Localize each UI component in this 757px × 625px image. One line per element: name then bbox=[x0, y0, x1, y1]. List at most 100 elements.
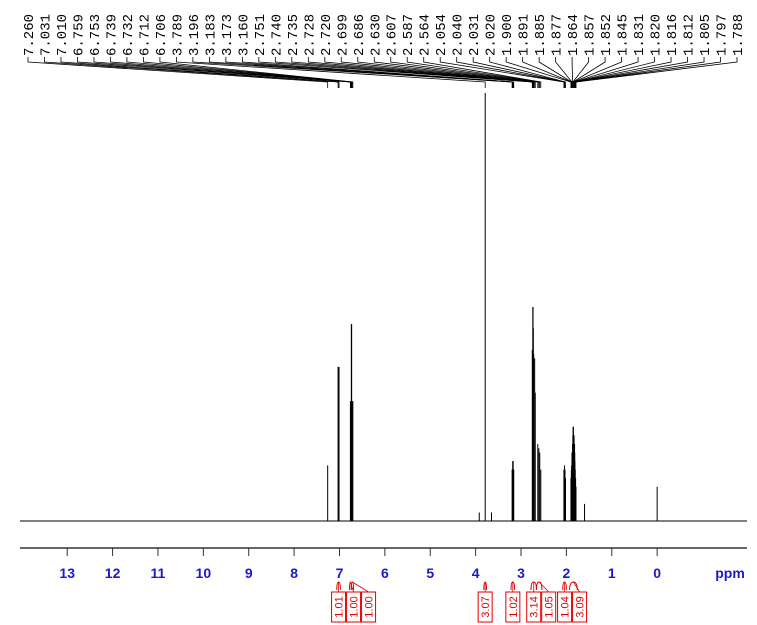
peak-connector bbox=[456, 57, 565, 88]
peak-label: 1.900 bbox=[500, 14, 516, 56]
integral-bracket bbox=[350, 581, 355, 591]
peak-connector bbox=[175, 57, 486, 88]
x-tick-label: 12 bbox=[105, 565, 121, 581]
peak-connector bbox=[126, 57, 353, 88]
peak-connector bbox=[192, 57, 513, 88]
peak-label: 1.845 bbox=[616, 14, 632, 56]
peak-connector bbox=[77, 57, 351, 88]
integral-label: 1.02 bbox=[508, 596, 520, 617]
peak-label: 1.891 bbox=[517, 14, 533, 56]
peak-label: 3.160 bbox=[236, 14, 252, 56]
peak-connector bbox=[573, 57, 639, 88]
peak-connector bbox=[373, 57, 539, 88]
peak-connector bbox=[225, 57, 514, 88]
peak-label: 2.020 bbox=[484, 14, 500, 56]
integral-label: 1.00 bbox=[349, 596, 361, 617]
peak-label: 2.054 bbox=[434, 14, 450, 56]
peak-connector bbox=[555, 57, 573, 88]
peak-label: 2.686 bbox=[352, 14, 368, 56]
peak-connector bbox=[574, 57, 688, 88]
peak-label: 7.260 bbox=[22, 14, 38, 56]
peak-label: 2.564 bbox=[418, 14, 434, 56]
peak-label: 6.712 bbox=[137, 14, 153, 56]
integral-label: 3.09 bbox=[575, 596, 587, 617]
peak-label: 3.173 bbox=[220, 14, 236, 56]
peak-connector bbox=[472, 57, 566, 88]
peak-label: 3.196 bbox=[187, 14, 203, 56]
x-tick-label: 6 bbox=[381, 565, 389, 581]
integral-box bbox=[557, 591, 573, 623]
integral-box bbox=[346, 591, 362, 623]
peak-connector bbox=[439, 57, 565, 88]
peak-connector bbox=[27, 57, 329, 88]
integral-box bbox=[361, 591, 377, 623]
integral-leader bbox=[538, 581, 549, 593]
integral-box bbox=[477, 591, 493, 623]
peak-label: 1.820 bbox=[649, 14, 665, 56]
peak-connector bbox=[258, 57, 533, 88]
peak-label: 6.732 bbox=[121, 14, 137, 56]
peak-label: 2.728 bbox=[302, 14, 318, 56]
peak-label: 2.751 bbox=[253, 14, 269, 56]
integral-bracket bbox=[535, 581, 543, 591]
peak-label: 1.857 bbox=[583, 14, 599, 56]
x-tick-label: 1 bbox=[608, 565, 616, 581]
peak-label: 6.759 bbox=[71, 14, 87, 56]
x-tick-label: 4 bbox=[472, 565, 480, 581]
peak-connector bbox=[575, 57, 721, 88]
integral-label: 3.07 bbox=[480, 596, 492, 617]
peak-label: 2.699 bbox=[335, 14, 351, 56]
peak-connector bbox=[573, 57, 622, 88]
peak-label: 2.740 bbox=[269, 14, 285, 56]
peak-connector bbox=[575, 57, 738, 88]
integral-box bbox=[505, 591, 521, 623]
peak-label: 2.031 bbox=[467, 14, 483, 56]
integral-box bbox=[541, 591, 557, 623]
x-tick-label: 9 bbox=[245, 565, 253, 581]
peak-label: 6.706 bbox=[154, 14, 170, 56]
peak-connector bbox=[489, 57, 566, 88]
integral-leader bbox=[349, 581, 354, 593]
integral-leader bbox=[573, 581, 580, 593]
peak-label: 1.852 bbox=[599, 14, 615, 56]
peak-connector bbox=[574, 57, 705, 88]
peak-label: 3.789 bbox=[170, 14, 186, 56]
x-tick-label: 3 bbox=[517, 565, 525, 581]
peak-connector bbox=[390, 57, 540, 88]
integral-leader bbox=[352, 581, 369, 593]
integral-label: 1.05 bbox=[544, 596, 556, 617]
peak-label: 1.812 bbox=[682, 14, 698, 56]
peak-connector bbox=[208, 57, 514, 88]
peak-connector bbox=[574, 57, 672, 88]
peak-connector bbox=[423, 57, 542, 88]
peak-connector bbox=[572, 57, 606, 88]
integral-label: 1.01 bbox=[334, 596, 346, 617]
peak-connector bbox=[44, 57, 339, 88]
peak-label: 3.183 bbox=[203, 14, 219, 56]
peak-label: 2.587 bbox=[401, 14, 417, 56]
peak-connector bbox=[159, 57, 354, 88]
peak-label: 7.010 bbox=[55, 14, 71, 56]
x-tick-label: 7 bbox=[336, 565, 344, 581]
peak-connector bbox=[505, 57, 572, 88]
integral-box bbox=[526, 591, 542, 623]
x-tick-label: 10 bbox=[196, 565, 212, 581]
peak-label: 7.031 bbox=[38, 14, 54, 56]
integral-label: 1.00 bbox=[364, 596, 376, 617]
integral-box bbox=[331, 591, 347, 623]
x-tick-label: 2 bbox=[562, 565, 570, 581]
peak-label: 1.831 bbox=[632, 14, 648, 56]
peak-connector bbox=[60, 57, 340, 88]
peak-label: 1.816 bbox=[665, 14, 681, 56]
x-tick-label: 5 bbox=[426, 565, 434, 581]
x-axis-label: ppm bbox=[715, 565, 745, 581]
peak-label: 2.040 bbox=[451, 14, 467, 56]
x-tick-label: 8 bbox=[290, 565, 298, 581]
peak-label: 2.735 bbox=[286, 14, 302, 56]
peak-label: 1.797 bbox=[715, 14, 731, 56]
peak-label: 1.885 bbox=[533, 14, 549, 56]
peak-label: 1.805 bbox=[698, 14, 714, 56]
peak-label: 2.607 bbox=[385, 14, 401, 56]
x-tick-label: 13 bbox=[59, 565, 75, 581]
